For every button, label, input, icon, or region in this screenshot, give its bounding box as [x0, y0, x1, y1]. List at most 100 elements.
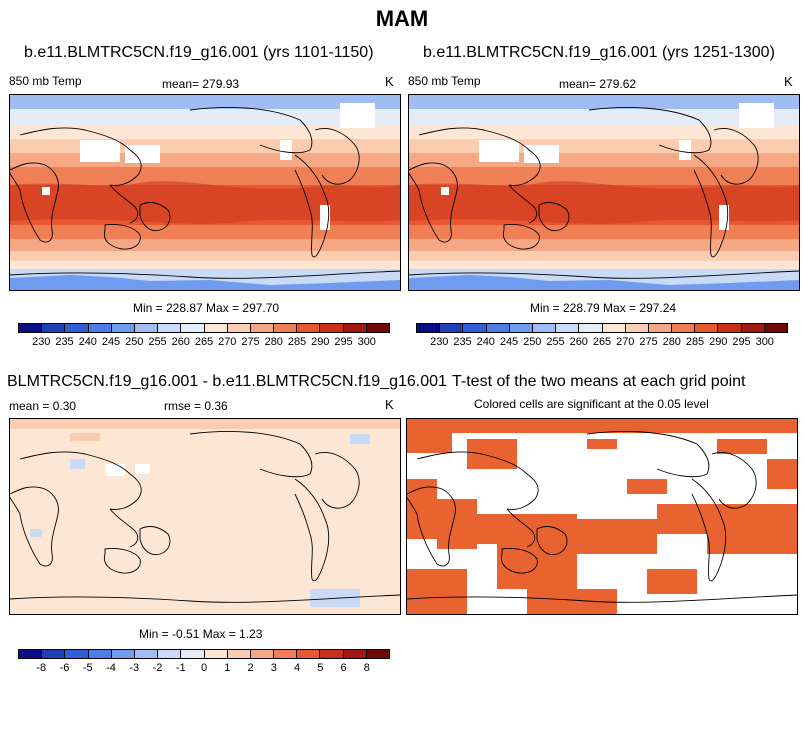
colorbar-top-right-swatch — [463, 324, 487, 332]
colorbar-labels-top-left: 230 235 240 245 250 255 260 265 270 275 280 285 290 2… — [18, 336, 390, 350]
mean-label-top-left: mean= 279.93 — [162, 77, 240, 91]
colorbar-top-right-swatch — [440, 324, 464, 332]
colorbar-top-right-swatch — [764, 324, 787, 332]
colorbar-top-left-tick-label: 295 — [334, 336, 353, 348]
colorbar-top-left-swatch — [204, 324, 228, 332]
colorbar-bottom-left-tick-label: 0 — [200, 662, 208, 674]
colorbar-top-right-tick-label: 240 — [476, 336, 495, 348]
colorbar-bottom-left-tick-label: 1 — [224, 662, 231, 674]
colorbar-top-left-swatch — [111, 324, 135, 332]
temperature-map-top-left — [10, 95, 400, 290]
colorbar-labels-bottom-left: -8 -6 -5 -4 -3 -2 -1 0 1 2 3 4 5 6 8 — [18, 662, 390, 676]
colorbar-top-left-tick-label: 300 — [357, 336, 376, 348]
colorbar-top-right-swatch — [509, 324, 533, 332]
minmax-label-top-right: Min = 228.79 Max = 297.24 — [530, 301, 677, 315]
colorbar-bottom-left-swatch — [227, 650, 251, 658]
colorbar-top-left-tick-label: 275 — [241, 336, 260, 348]
temperature-map-top-right — [409, 95, 799, 290]
rmse-label-bottom-left: rmse = 0.36 — [164, 399, 228, 413]
colorbar-bottom-left-swatch — [111, 650, 135, 658]
colorbar-top-right-tick-label: 270 — [616, 336, 635, 348]
colorbar-top-right-tick-label: 280 — [662, 336, 681, 348]
colorbar-top-left — [18, 323, 390, 333]
minmax-label-bottom-left: Min = -0.51 Max = 1.23 — [139, 627, 263, 641]
colorbar-bottom-left-swatch — [250, 650, 275, 658]
colorbar-top-right-tick-label: 295 — [732, 336, 751, 348]
colorbar-bottom-left-swatch — [88, 650, 112, 658]
panel-title-top-left: b.e11.BLMTRC5CN.f19_g16.001 (yrs 1101-11… — [24, 44, 374, 61]
colorbar-top-right-swatch — [718, 324, 742, 332]
colorbar-bottom-left-tick-label: 8 — [363, 662, 370, 674]
ttest-map — [407, 419, 797, 614]
colorbar-top-right-swatch — [417, 324, 441, 332]
colorbar-top-right-tick-label: 235 — [453, 336, 472, 348]
colorbar-top-left-swatch — [366, 324, 389, 332]
colorbar-top-right-swatch — [741, 324, 765, 332]
variable-label-top-left: 850 mb Temp — [9, 74, 82, 88]
colorbar-top-left-swatch — [42, 324, 66, 332]
coastlines — [409, 107, 799, 279]
colorbar-bottom-left-tick-label: 3 — [270, 662, 277, 674]
colorbar-top-left-tick-label: 245 — [101, 336, 121, 348]
colorbar-top-right-tick-label: 255 — [546, 336, 565, 348]
colorbar-bottom-left-swatch — [204, 650, 228, 658]
colorbar-bottom-left-swatch — [134, 650, 159, 658]
colorbar-top-left-tick-label: 280 — [264, 336, 283, 348]
colorbar-top-right-swatch — [625, 324, 649, 332]
colorbar-top-left-swatch — [274, 324, 298, 332]
colorbar-top-right-tick-label: 260 — [569, 336, 588, 348]
colorbar-top-left-swatch — [320, 324, 344, 332]
colorbar-top-right-tick-label: 265 — [592, 336, 612, 348]
colorbar-bottom-left-swatch — [158, 650, 182, 658]
colorbar-bottom-left-swatch — [19, 650, 43, 658]
colorbar-top-left-tick-label: 235 — [55, 336, 74, 348]
colorbar-bottom-left-tick-label: 4 — [293, 662, 301, 674]
colorbar-top-right-tick-label: 285 — [685, 336, 705, 348]
map-bottom-left — [9, 418, 401, 615]
panel-subtitle-bottom-right: Colored cells are significant at the 0.0… — [474, 397, 709, 411]
colorbar-top-left-tick-label: 230 — [32, 336, 51, 348]
colorbar-bottom-left-tick-label: -6 — [59, 662, 70, 674]
colorbar-top-right-swatch — [486, 324, 510, 332]
colorbar-bottom-left-swatch — [320, 650, 344, 658]
colorbar-bottom-left-tick-label: -3 — [129, 662, 140, 674]
colorbar-top-right-tick-label: 245 — [499, 336, 519, 348]
mean-label-top-right: mean= 279.62 — [559, 77, 637, 91]
unit-label-bottom-left: K — [385, 397, 394, 412]
difference-map — [10, 419, 400, 614]
colorbar-bottom-left-tick-label: -2 — [152, 662, 163, 674]
figure-title: MAM — [375, 6, 429, 31]
map-top-left — [9, 94, 401, 291]
colorbar-top-right — [416, 323, 788, 333]
mean-label-bottom-left: mean = 0.30 — [9, 399, 77, 413]
colorbar-top-left-tick-label: 265 — [194, 336, 214, 348]
unit-label-top-right: K — [784, 74, 793, 89]
colorbar-bottom-left-tick-label: -4 — [106, 662, 116, 674]
colorbar-top-left-tick-label: 255 — [148, 336, 167, 348]
colorbar-top-left-swatch — [65, 324, 89, 332]
coastlines — [10, 431, 400, 603]
colorbar-bottom-left — [18, 649, 390, 659]
map-bottom-right — [406, 418, 798, 615]
colorbar-top-right-tick-label: 290 — [709, 336, 728, 348]
panel-title-top-right: b.e11.BLMTRC5CN.f19_g16.001 (yrs 1251-13… — [423, 44, 775, 61]
colorbar-top-right-swatch — [556, 324, 580, 332]
colorbar-top-left-swatch — [250, 324, 275, 332]
panel-title-bottom-right: T-test of the two means at each grid poi… — [452, 373, 746, 390]
colorbar-bottom-left-tick-label: 2 — [247, 662, 254, 674]
colorbar-top-right-swatch — [602, 324, 626, 332]
colorbar-top-left-tick-label: 290 — [311, 336, 330, 348]
colorbar-bottom-left-tick-label: 5 — [317, 662, 324, 674]
colorbar-top-left-tick-label: 260 — [171, 336, 190, 348]
colorbar-top-left-swatch — [181, 324, 205, 332]
colorbar-top-left-swatch — [19, 324, 43, 332]
colorbar-bottom-left-tick-label: -1 — [175, 662, 186, 674]
variable-label-top-right: 850 mb Temp — [408, 74, 481, 88]
significant-cells — [407, 419, 797, 614]
colorbar-bottom-left-swatch — [42, 650, 66, 658]
colorbar-top-left-tick-label: 240 — [78, 336, 97, 348]
colorbar-top-right-swatch — [672, 324, 696, 332]
colorbar-top-right-swatch — [648, 324, 673, 332]
map-top-right — [408, 94, 800, 291]
colorbar-bottom-left-swatch — [65, 650, 89, 658]
